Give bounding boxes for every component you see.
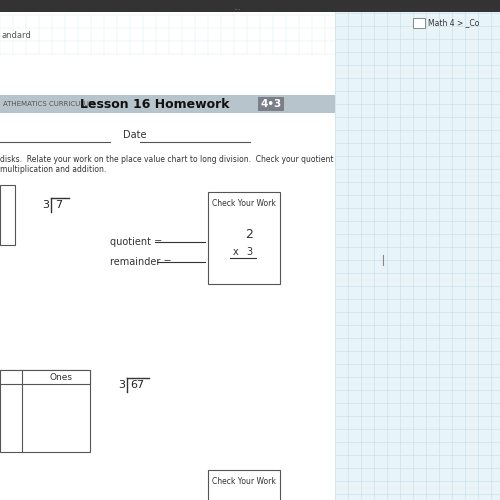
Bar xyxy=(0,370,90,384)
Text: disks.  Relate your work on the place value chart to long division.  Check your : disks. Relate your work on the place val… xyxy=(0,155,334,164)
Text: ...: ... xyxy=(233,2,241,12)
Text: 67: 67 xyxy=(130,380,144,390)
Text: x: x xyxy=(232,247,238,257)
Bar xyxy=(258,97,284,111)
Text: andard: andard xyxy=(2,30,32,40)
Text: ATHEMATICS CURRICULUM: ATHEMATICS CURRICULUM xyxy=(3,101,95,107)
Bar xyxy=(0,370,90,452)
Bar xyxy=(413,18,425,28)
Text: 3: 3 xyxy=(246,247,252,257)
Bar xyxy=(0,95,335,113)
Text: 4•3: 4•3 xyxy=(260,99,281,109)
Text: Ones: Ones xyxy=(50,372,72,382)
Text: quotient =: quotient = xyxy=(110,237,162,247)
Text: 3: 3 xyxy=(118,380,125,390)
Text: Check Your Work: Check Your Work xyxy=(212,199,276,208)
Text: Lesson 16 Homework: Lesson 16 Homework xyxy=(80,98,230,110)
Bar xyxy=(208,470,280,500)
Text: remainder =: remainder = xyxy=(110,257,172,267)
Text: Date: Date xyxy=(123,130,146,140)
Bar xyxy=(208,192,280,284)
Text: Check Your Work: Check Your Work xyxy=(212,477,276,486)
Text: Math 4 > _Co: Math 4 > _Co xyxy=(428,18,480,28)
Bar xyxy=(0,0,335,500)
Text: 3: 3 xyxy=(42,200,49,210)
Bar xyxy=(0,0,500,12)
Text: multiplication and addition.: multiplication and addition. xyxy=(0,165,106,174)
Bar xyxy=(0,185,15,245)
Bar xyxy=(335,0,500,500)
Text: 2: 2 xyxy=(245,228,253,240)
Text: 7: 7 xyxy=(55,200,62,210)
